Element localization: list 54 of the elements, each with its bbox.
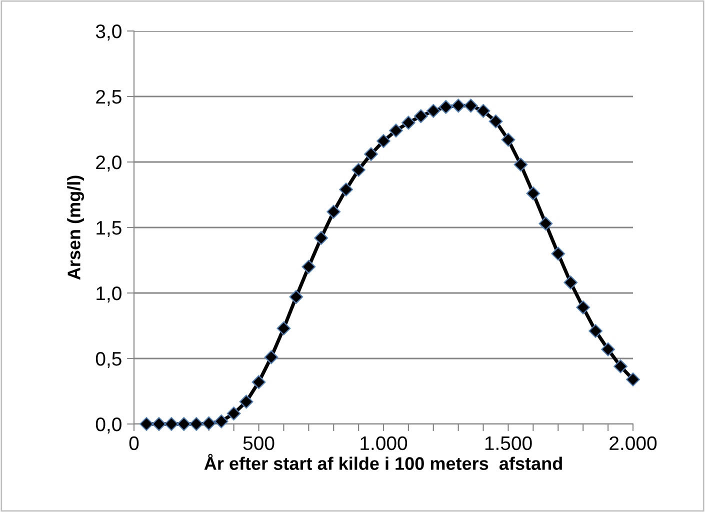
point	[626, 372, 640, 386]
point	[152, 417, 166, 431]
point	[326, 204, 341, 219]
point	[140, 417, 154, 431]
point	[551, 246, 566, 261]
point	[464, 98, 478, 113]
y-tick-label: 3,0	[96, 24, 122, 41]
point	[276, 321, 291, 336]
point	[264, 350, 278, 364]
x-tick-label: 1.500	[485, 436, 532, 450]
point	[164, 417, 178, 431]
point	[476, 104, 490, 118]
y-tick-label: 0,0	[96, 417, 122, 434]
point	[614, 359, 628, 374]
point	[352, 162, 366, 177]
point	[488, 114, 503, 128]
point	[426, 104, 440, 118]
y-axis-title: Arsen (mg/l)	[67, 176, 84, 280]
point	[339, 182, 354, 196]
x-tick-label: 2.000	[610, 436, 657, 450]
point	[189, 417, 204, 431]
point	[202, 416, 216, 430]
point	[302, 260, 316, 274]
x-tick-label: 1.000	[360, 436, 408, 450]
y-tick-label: 2,0	[96, 155, 122, 172]
point	[601, 342, 615, 356]
point	[289, 290, 304, 304]
point	[214, 414, 228, 428]
point	[414, 109, 428, 124]
point	[526, 186, 540, 200]
x-tick-label: 500	[243, 436, 274, 450]
point	[176, 417, 191, 431]
point	[402, 116, 416, 130]
point	[514, 158, 528, 172]
point	[226, 406, 241, 420]
y-tick-label: 1,5	[96, 221, 122, 238]
point	[538, 216, 553, 231]
point	[389, 124, 403, 138]
point	[588, 324, 603, 338]
y-tick-label: 0,5	[96, 352, 122, 368]
point	[252, 375, 266, 390]
y-tick-label: 2,5	[96, 90, 122, 106]
x-tick-label: 0	[129, 436, 139, 450]
point	[314, 231, 328, 245]
x-axis-title: År efter start af kilde i 100 meters afstand	[204, 454, 562, 470]
point	[501, 132, 516, 147]
point	[438, 100, 453, 114]
point	[376, 134, 390, 148]
y-tick-label: 1,0	[96, 286, 122, 303]
point	[451, 98, 466, 113]
point	[239, 394, 254, 409]
point	[364, 147, 378, 162]
point	[576, 300, 590, 314]
point	[564, 276, 578, 290]
